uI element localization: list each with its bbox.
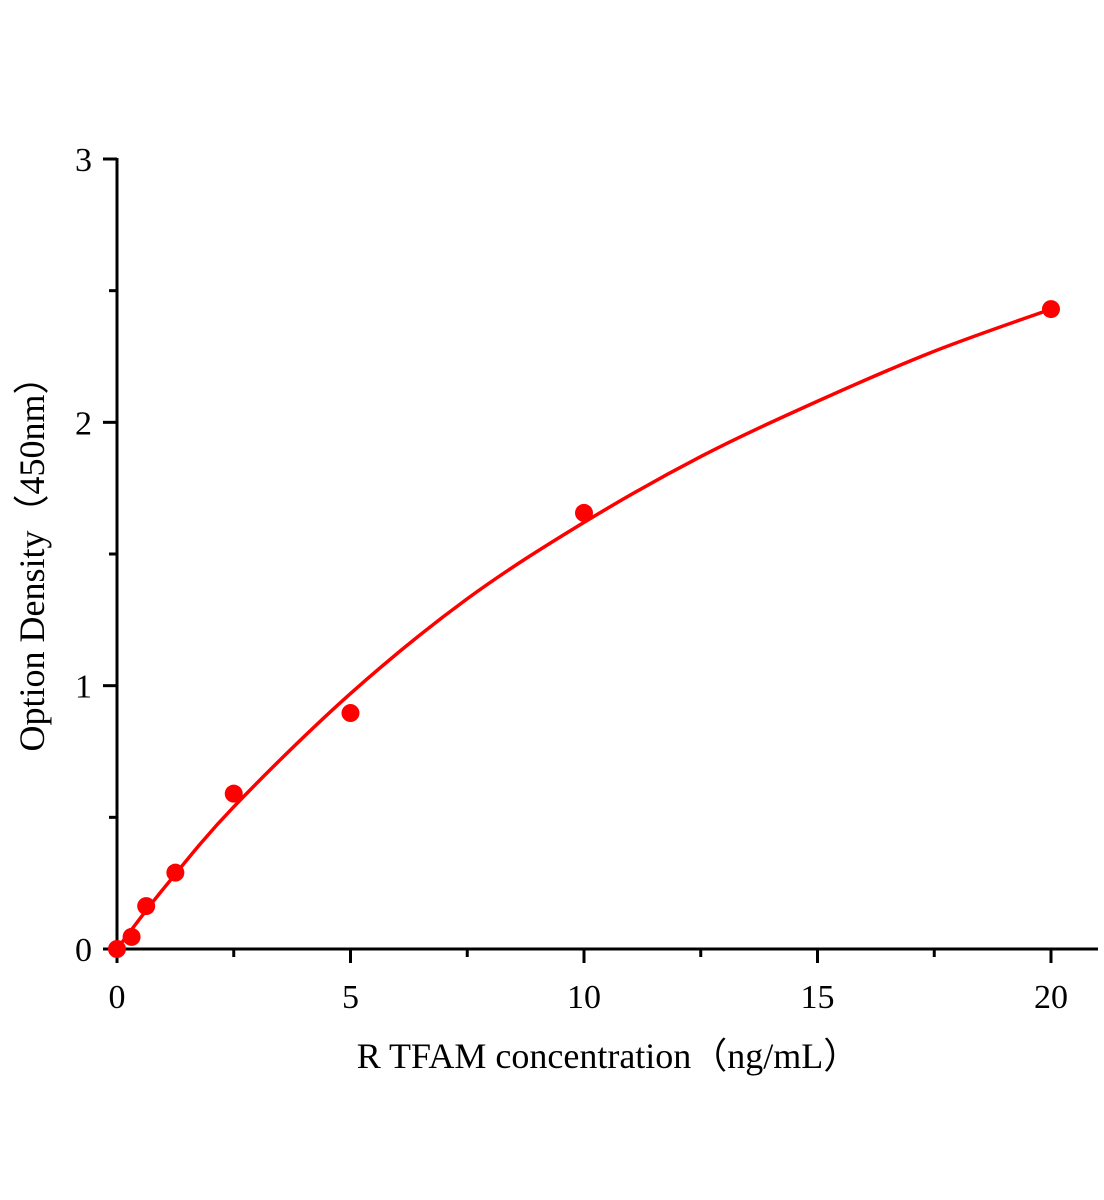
y-tick-label: 2 [75, 405, 92, 442]
data-point [108, 940, 126, 958]
x-tick-label: 15 [801, 979, 835, 1016]
plot-marks [108, 300, 1060, 958]
data-point [122, 927, 141, 946]
axes: 0 5 10 15 20 0 1 2 3 [75, 142, 1098, 1016]
data-point [341, 704, 360, 723]
data-point [224, 784, 243, 803]
y-tick-label: 1 [75, 669, 92, 706]
y-axis-title: Option Density（450nm） [12, 359, 52, 752]
y-tick-label: 3 [75, 142, 92, 179]
data-point [1042, 300, 1060, 319]
fit-curve [115, 307, 1052, 951]
data-point [137, 897, 156, 916]
data-point [166, 863, 185, 882]
data-point [575, 503, 593, 522]
x-tick-label: 10 [567, 979, 601, 1016]
x-tick-label: 5 [342, 979, 359, 1016]
x-tick-label: 20 [1034, 979, 1068, 1016]
x-axis-title: R TFAM concentration（ng/mL） [357, 1036, 860, 1076]
y-tick-label: 0 [75, 932, 92, 969]
x-tick-label: 0 [109, 979, 126, 1016]
